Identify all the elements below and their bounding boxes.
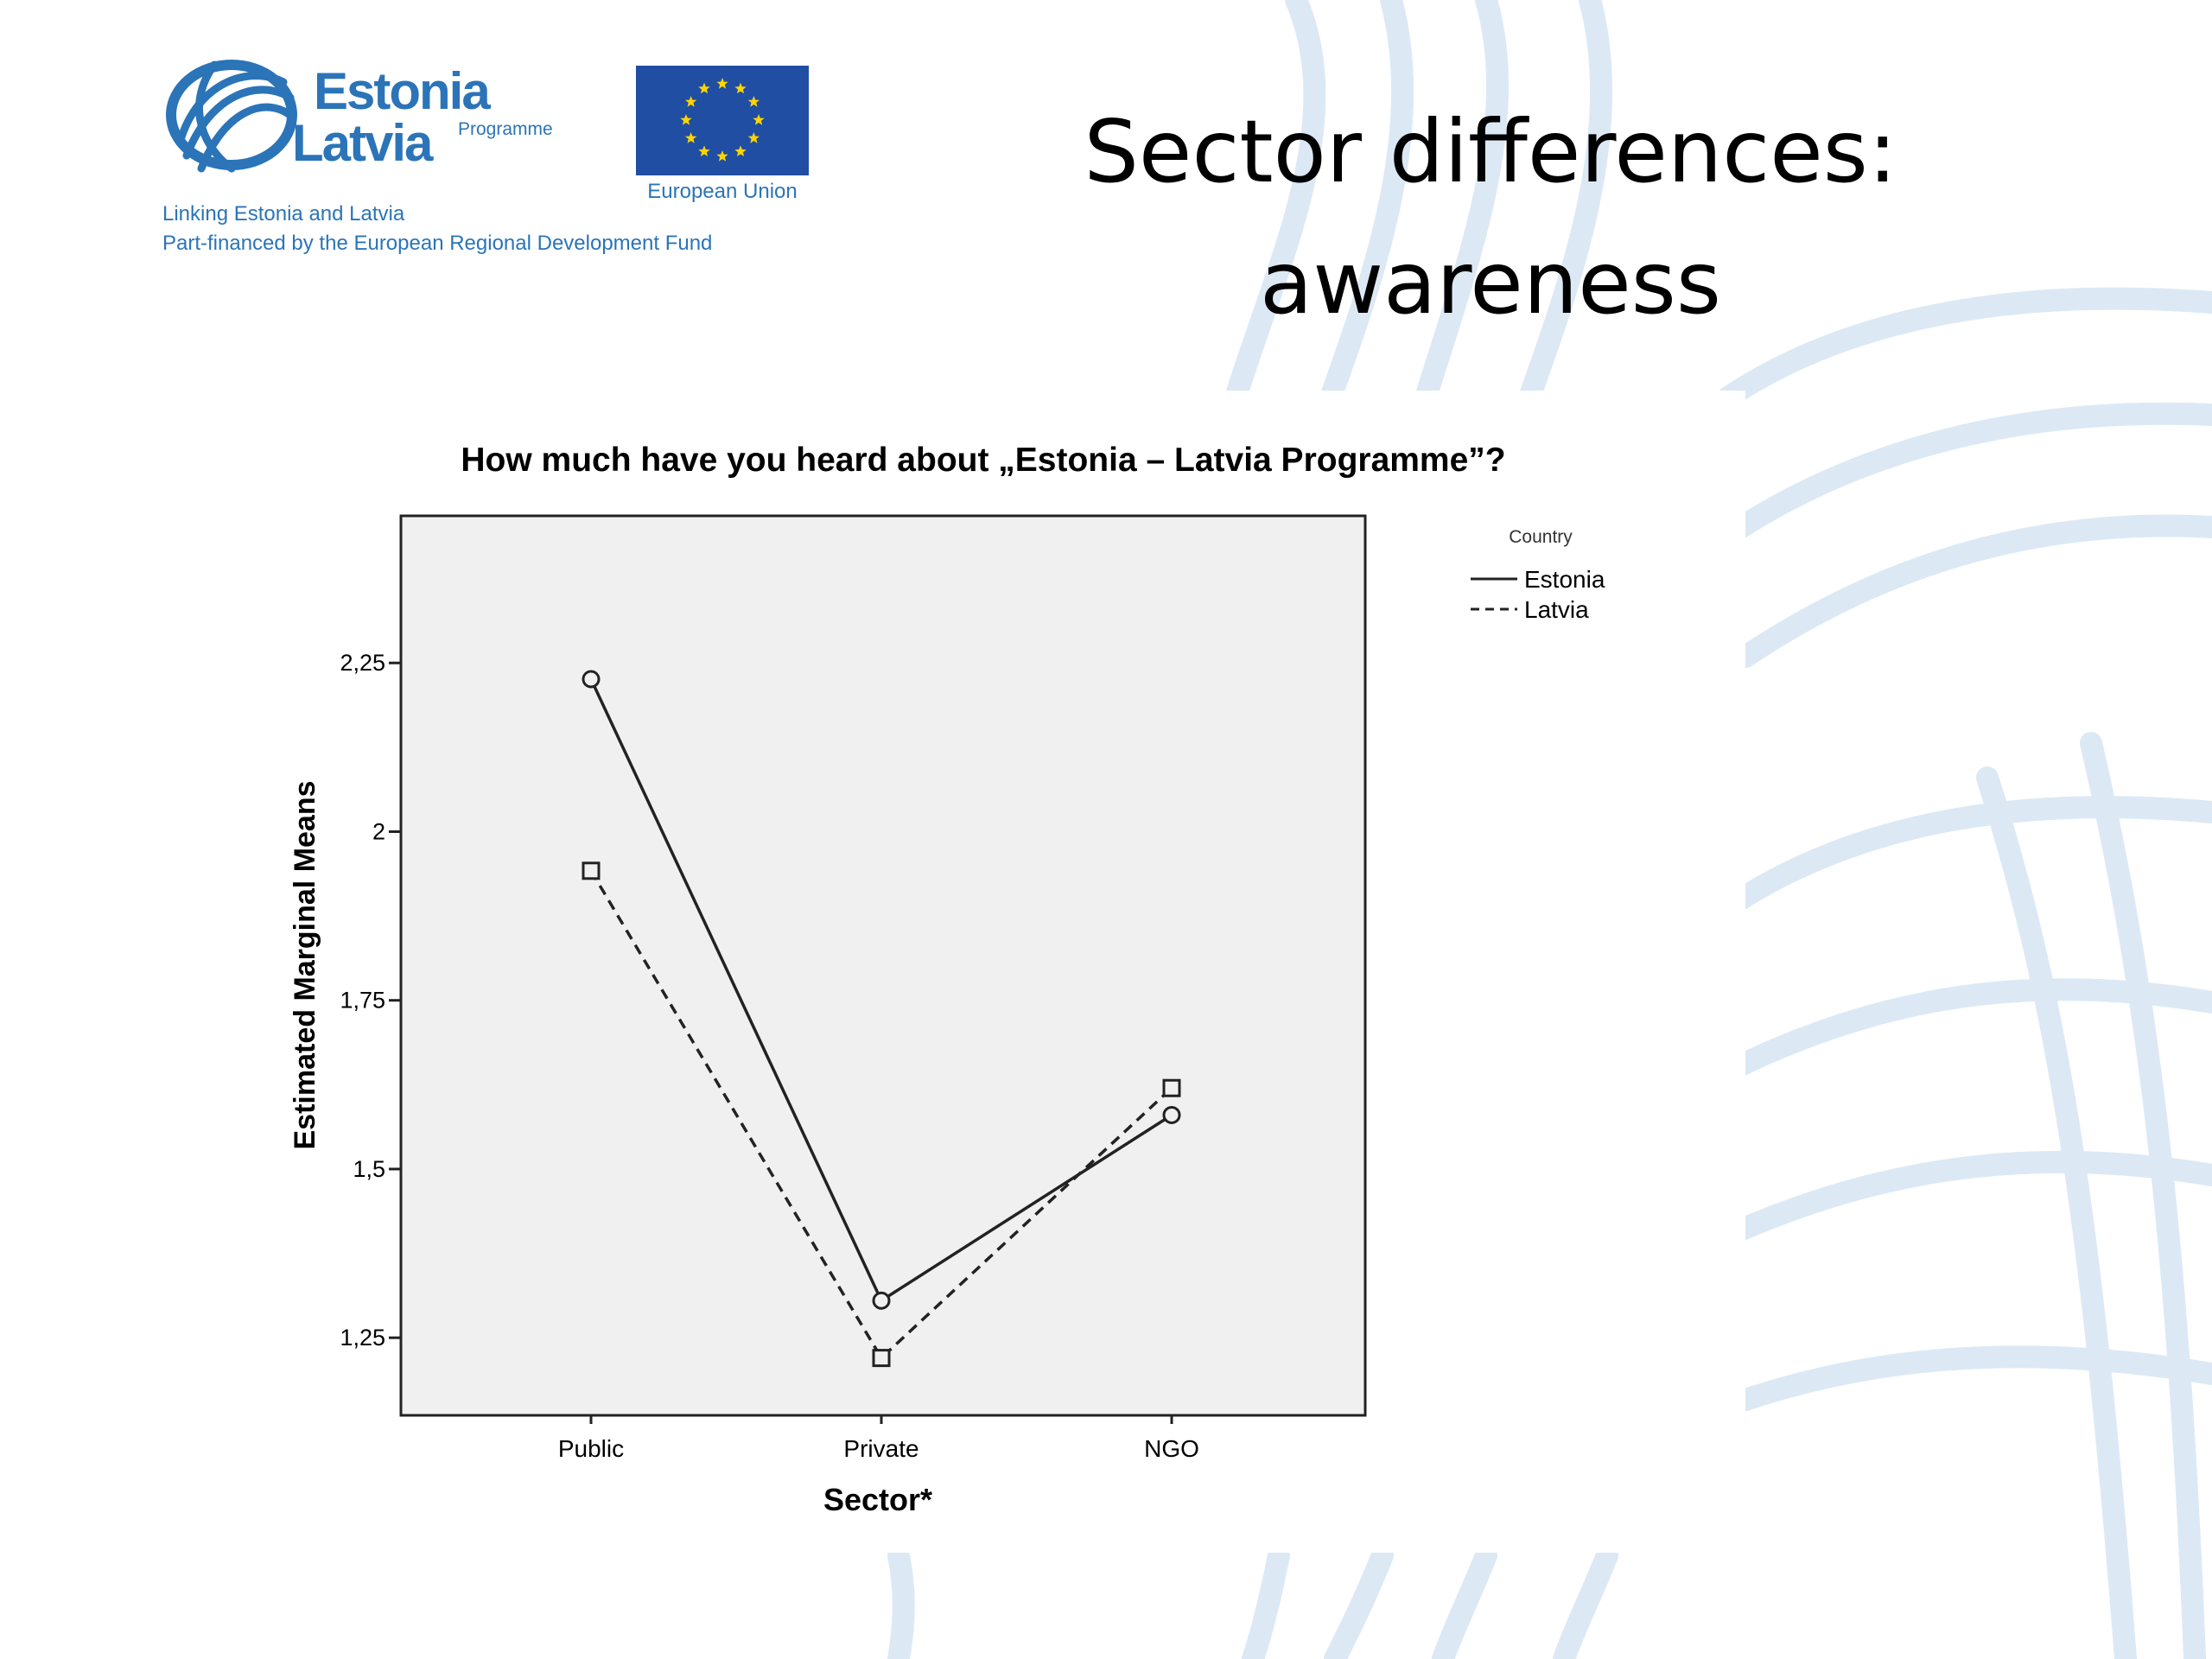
series-layer [582, 670, 1181, 1368]
programme-logo-block: Estonia Latvia Programme European Union … [162, 43, 836, 268]
eu-star-icon [734, 145, 747, 156]
legend-label-estonia: Estonia [1524, 566, 1605, 593]
chart-panel: How much have you heard about „Estonia –… [276, 391, 1745, 1553]
eu-star-icon [747, 96, 760, 107]
logo-tagline: Linking Estonia and Latvia [162, 202, 405, 226]
y-tick-label: 1,75 [340, 988, 385, 1014]
eu-star-icon [698, 145, 710, 156]
x-axis: Public Private NGO [558, 1415, 1199, 1462]
x-tick-label: NGO [1144, 1435, 1199, 1462]
logo-word-estonia: Estonia [314, 62, 491, 120]
eu-star-icon [747, 132, 760, 143]
data-point-latvia [582, 861, 601, 880]
eu-star-icon [680, 114, 692, 125]
logo-word-latvia: Latvia [292, 114, 433, 172]
slide-title: Sector differences: awareness [1020, 86, 1961, 349]
eu-star-icon [734, 82, 747, 94]
y-axis: 1,25 1,5 1,75 2 2,25 [340, 650, 401, 1351]
series-line-latvia [589, 869, 1173, 1361]
eu-star-icon [685, 96, 697, 107]
plot-area [399, 514, 1367, 1417]
eu-star-icon [753, 114, 765, 125]
slide-title-line2: awareness [1260, 232, 1721, 334]
chart-title: How much have you heard about „Estonia –… [461, 442, 1505, 479]
y-axis-label: Estimated Marginal Means [289, 780, 321, 1149]
programme-swirl-icon [166, 60, 297, 173]
legend-label-latvia: Latvia [1524, 596, 1589, 623]
slide-title-line1: Sector differences: [1084, 101, 1897, 202]
x-tick-label: Private [843, 1435, 918, 1462]
eu-star-icon [716, 150, 728, 162]
legend: Country Estonia Latvia [1471, 527, 1605, 623]
logo-funding-note: Part-financed by the European Regional D… [162, 232, 713, 255]
data-point-latvia [1162, 1078, 1181, 1097]
y-tick-label: 2 [372, 818, 385, 844]
data-point-estonia [872, 1291, 891, 1310]
y-tick-label: 1,25 [340, 1325, 385, 1351]
legend-title: Country [1509, 527, 1573, 547]
eu-flag-icon [636, 66, 809, 175]
eu-star-icon [698, 82, 710, 94]
eu-star-icon [685, 132, 697, 143]
x-tick-label: Public [558, 1435, 624, 1462]
estonia-latvia-logo: Estonia Latvia Programme [162, 43, 577, 190]
x-axis-label: Sector* [823, 1482, 932, 1517]
data-point-estonia [1162, 1105, 1181, 1124]
data-point-estonia [582, 670, 601, 689]
eu-star-icon [716, 78, 728, 89]
y-tick-label: 1,5 [353, 1156, 385, 1182]
line-chart: How much have you heard about „Estonia –… [289, 442, 1605, 1517]
data-point-latvia [872, 1349, 891, 1368]
logo-word-programme: Programme [458, 119, 553, 139]
eu-label: European Union [647, 180, 798, 203]
y-tick-label: 2,25 [340, 650, 385, 676]
